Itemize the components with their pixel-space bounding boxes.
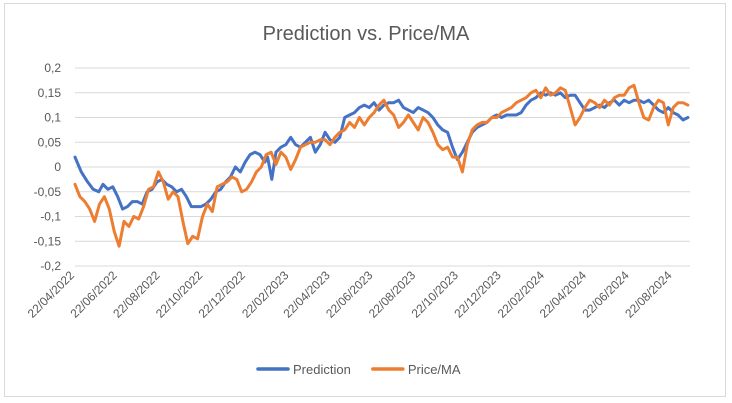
legend: Prediction Price/MA xyxy=(256,362,461,377)
series-line-prediction xyxy=(73,91,690,211)
x-tick-label: 22/08/2024 xyxy=(622,268,675,321)
y-axis-ticks: 0,2 0,15 0,1 0,05 0 -0,05 -0,1 -0,15 -0,2 xyxy=(34,61,62,273)
y-tick-label: 0 xyxy=(54,160,61,174)
legend-label: Price/MA xyxy=(408,362,461,377)
y-tick-label: 0,2 xyxy=(44,61,61,75)
chart-area xyxy=(4,3,726,397)
y-tick-label: -0,15 xyxy=(34,234,62,248)
y-tick-label: -0,1 xyxy=(40,210,61,224)
y-tick-label: 0,1 xyxy=(44,111,61,125)
y-tick-label: 0,15 xyxy=(38,86,62,100)
y-tick-label: -0,2 xyxy=(40,259,61,273)
y-tick-label: -0,05 xyxy=(34,185,62,199)
series-line-price-ma xyxy=(73,83,690,248)
x-axis-ticks: 22/04/202222/06/202222/08/202222/10/2022… xyxy=(25,268,675,321)
legend-label: Prediction xyxy=(293,362,351,377)
chart-title: Prediction vs. Price/MA xyxy=(263,23,470,45)
y-tick-label: 0,05 xyxy=(38,135,62,149)
series-lines xyxy=(73,83,690,248)
gridlines xyxy=(75,67,690,267)
